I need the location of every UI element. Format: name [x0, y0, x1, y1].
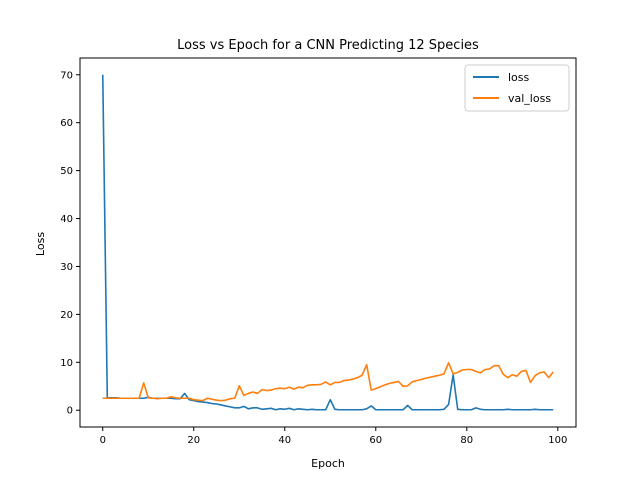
x-tick-label: 20 — [187, 435, 200, 446]
y-tick-label: 10 — [60, 358, 73, 369]
x-tick-label: 40 — [278, 435, 291, 446]
y-tick-label: 70 — [60, 70, 73, 81]
x-tick-label: 100 — [548, 435, 567, 446]
x-tick-label: 80 — [460, 435, 473, 446]
y-tick-label: 0 — [67, 406, 73, 417]
y-tick-label: 20 — [60, 310, 73, 321]
y-tick-label: 60 — [60, 118, 73, 129]
legend: loss val_loss — [464, 64, 570, 112]
x-tick-label: 60 — [369, 435, 382, 446]
y-tick-label: 50 — [60, 166, 73, 177]
legend-label-val_loss: val_loss — [508, 92, 551, 105]
series-line-val_loss — [102, 361, 554, 402]
x-axis-label: Epoch — [311, 457, 345, 470]
y-tick-label: 40 — [60, 214, 73, 225]
x-tick-label: 0 — [100, 435, 106, 446]
chart-title: Loss vs Epoch for a CNN Predicting 12 Sp… — [177, 38, 479, 53]
y-axis-ticks: 0 10 20 30 40 50 60 70 — [60, 70, 80, 417]
legend-label-loss: loss — [508, 71, 530, 84]
x-axis-ticks: 0 20 40 60 80 100 — [100, 427, 567, 446]
y-tick-label: 30 — [60, 262, 73, 273]
plot-frame — [79, 57, 577, 428]
series-lines — [101, 74, 554, 411]
y-axis-label: Loss — [34, 232, 47, 256]
